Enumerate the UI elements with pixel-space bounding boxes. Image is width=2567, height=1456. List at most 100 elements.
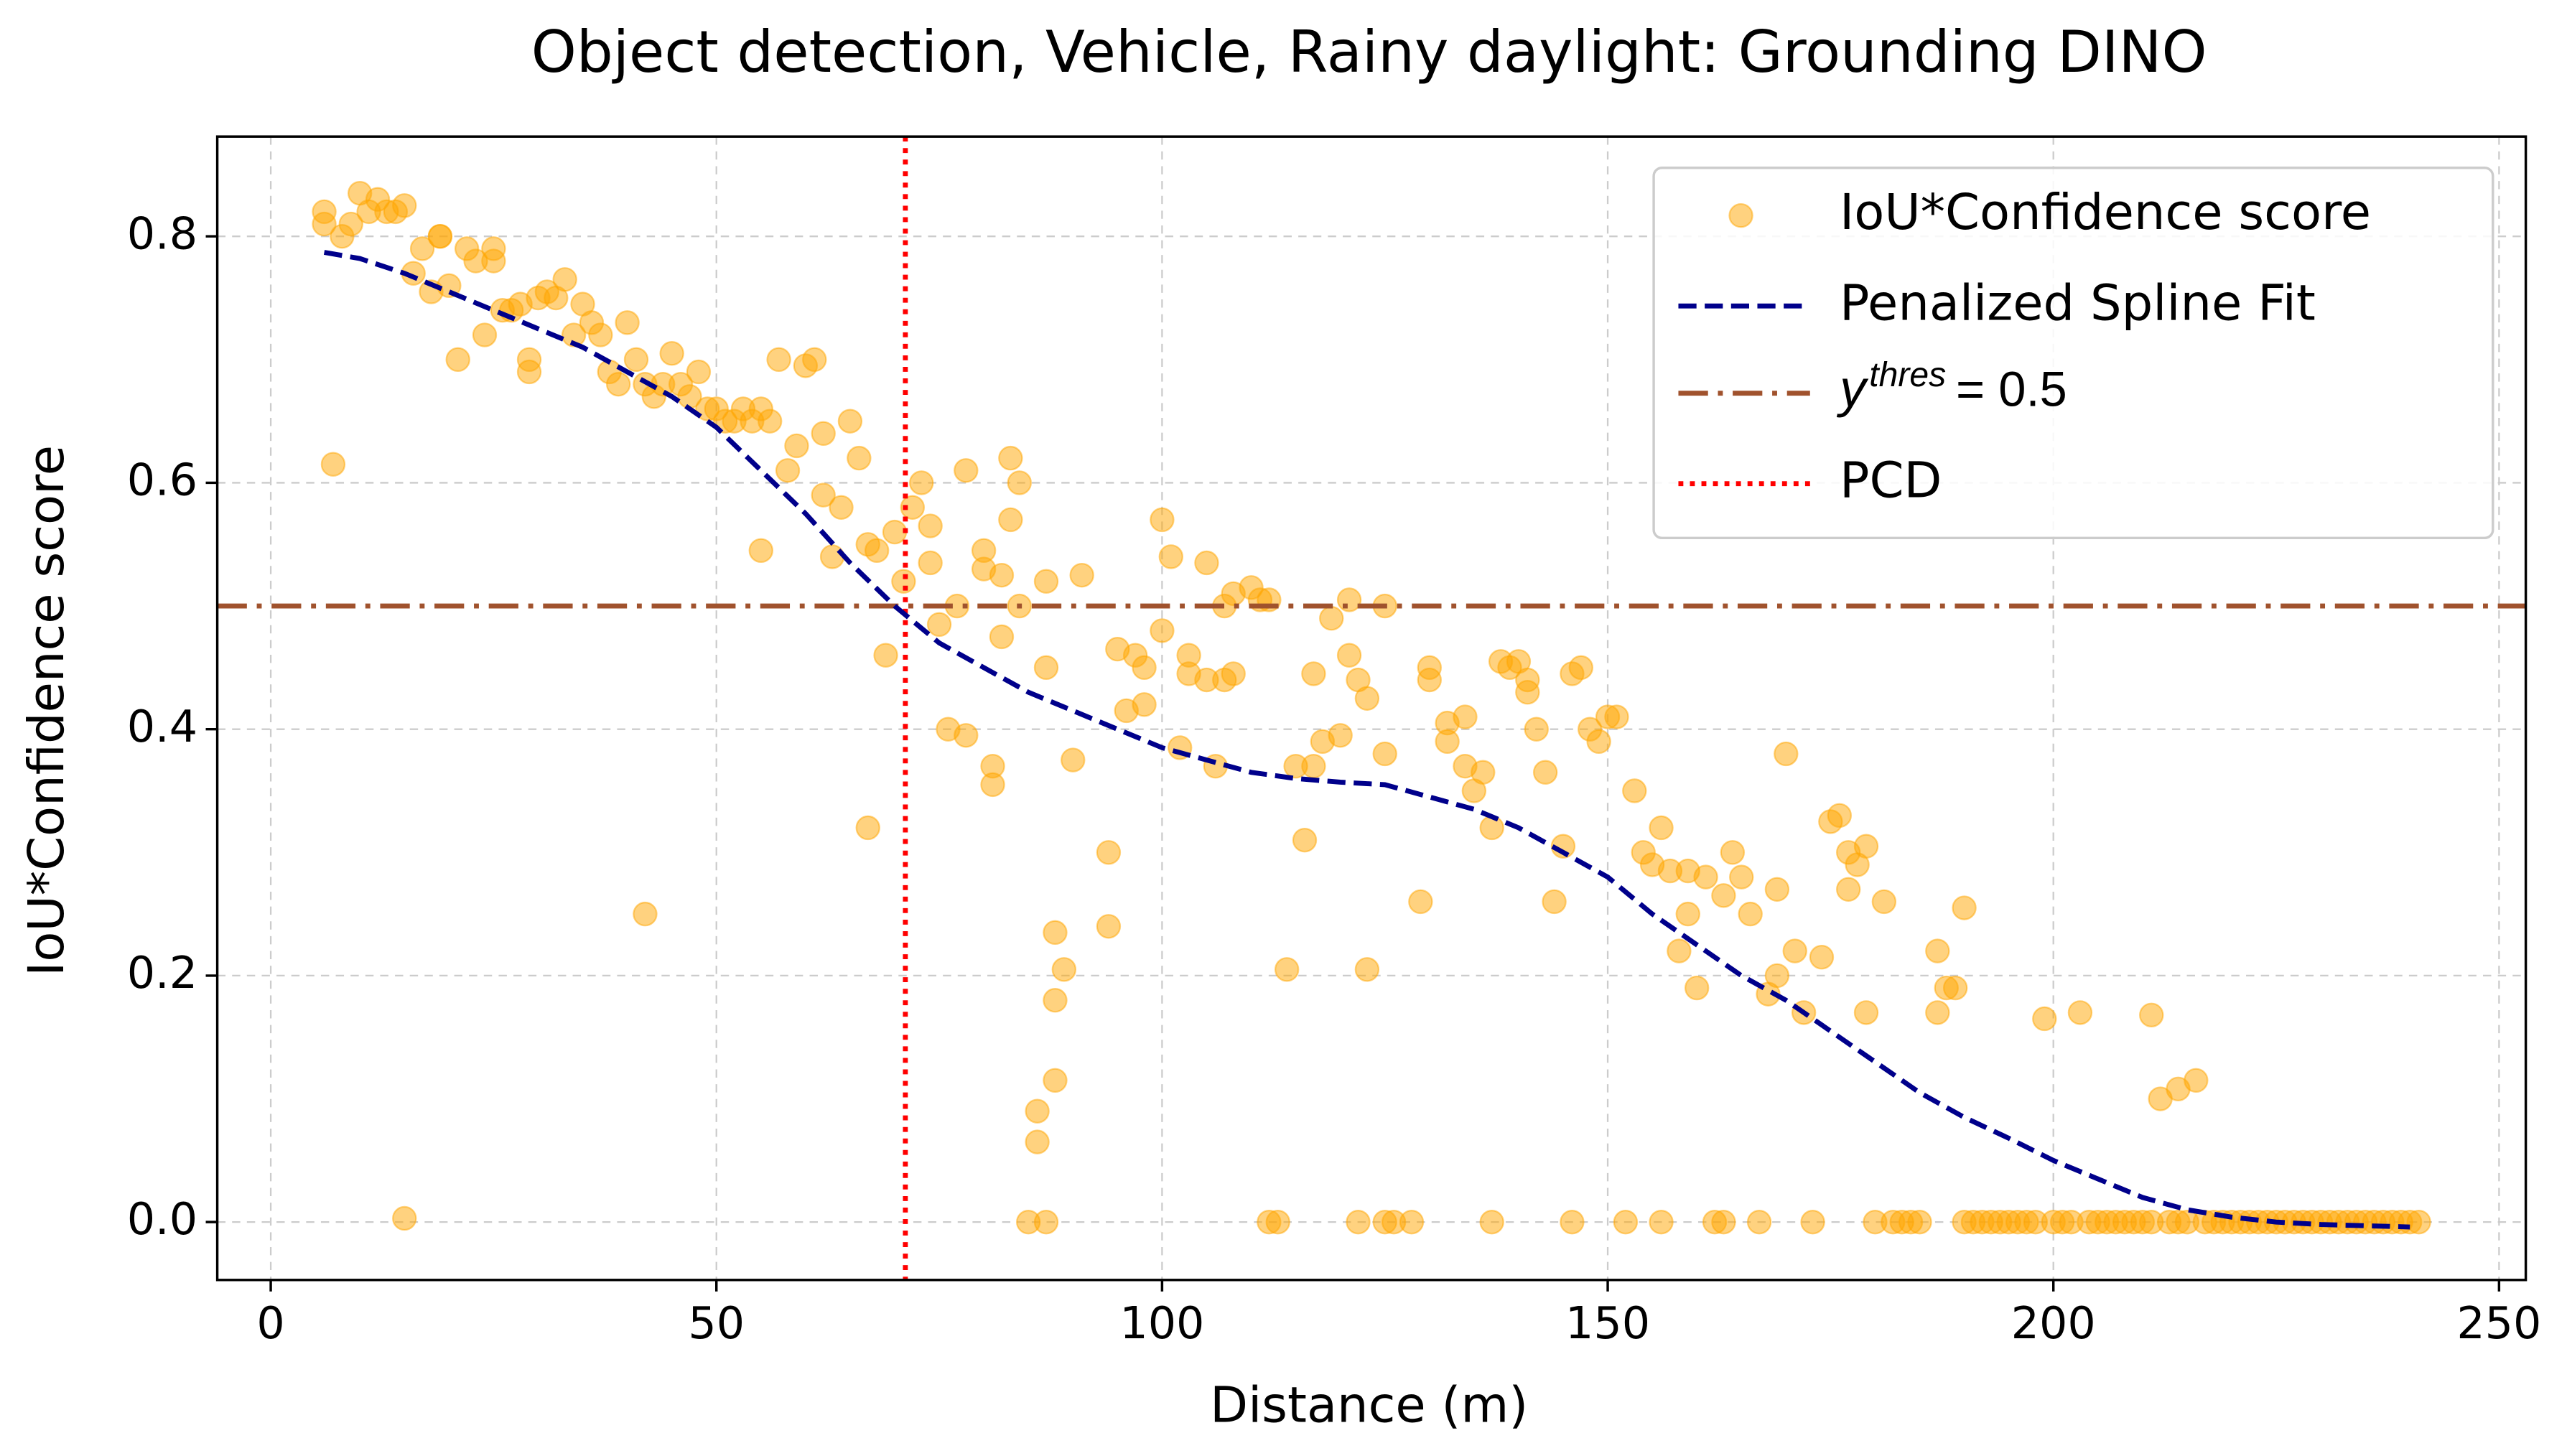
legend-label: Penalized Spline Fit bbox=[1840, 274, 2316, 332]
scatter-point bbox=[561, 322, 587, 347]
y-tick-label: 0.2 bbox=[127, 947, 197, 999]
scatter-point bbox=[1720, 840, 1746, 865]
legend-marker bbox=[1728, 203, 1753, 228]
legend-label-base: y bbox=[1836, 360, 1869, 419]
scatter-point bbox=[775, 458, 801, 483]
scatter-point bbox=[481, 248, 506, 274]
legend: IoU*Confidence score Penalized Spline Fit… bbox=[1652, 167, 2494, 540]
scatter-point bbox=[1417, 655, 1442, 681]
scatter-point bbox=[1025, 1129, 1050, 1154]
scatter-point bbox=[1479, 815, 1504, 841]
scatter-point bbox=[1372, 741, 1397, 767]
scatter-point bbox=[811, 421, 836, 446]
scatter-point bbox=[615, 310, 640, 335]
scatter-point bbox=[516, 347, 542, 373]
scatter-point bbox=[1622, 778, 1647, 803]
scatter-point bbox=[1738, 901, 1763, 927]
scatter-point bbox=[1061, 747, 1086, 773]
scatter-point bbox=[2184, 1068, 2209, 1093]
scatter-point bbox=[1096, 840, 1122, 865]
scatter-point bbox=[1613, 1209, 1639, 1235]
scatter-point bbox=[1524, 717, 1549, 742]
scatter-point bbox=[1729, 864, 1754, 890]
scatter-point bbox=[802, 347, 827, 373]
scatter-point bbox=[900, 495, 926, 520]
scatter-point bbox=[1836, 877, 1861, 902]
scatter-point bbox=[1746, 1209, 1772, 1235]
legend-label-suffix: = 0.5 bbox=[1956, 362, 2067, 417]
scatter-point bbox=[784, 433, 809, 459]
scatter-point bbox=[1453, 704, 1478, 729]
scatter-point bbox=[1952, 895, 1977, 920]
scatter-point bbox=[1292, 827, 1318, 853]
scatter-point bbox=[891, 569, 916, 594]
scatter-point bbox=[1925, 1000, 1950, 1025]
scatter-point bbox=[811, 482, 836, 508]
scatter-point bbox=[980, 772, 1005, 798]
scatter-point bbox=[837, 409, 863, 434]
scatter-point bbox=[445, 347, 470, 373]
scatter-point bbox=[926, 612, 952, 637]
scatter-point bbox=[1265, 1209, 1290, 1235]
scatter-point bbox=[1711, 883, 1736, 908]
scatter-point bbox=[1346, 1209, 1371, 1235]
scatter-point bbox=[1667, 938, 1692, 963]
scatter-point bbox=[998, 445, 1023, 471]
scatter-point bbox=[1782, 938, 1807, 963]
scatter-point bbox=[1033, 1209, 1059, 1235]
scatter-point bbox=[1853, 1000, 1879, 1025]
x-tick-label: 50 bbox=[688, 1297, 745, 1349]
scatter-point bbox=[633, 901, 658, 927]
scatter-point bbox=[1515, 680, 1540, 705]
scatter-point bbox=[1435, 729, 1460, 755]
scatter-point bbox=[1328, 723, 1353, 748]
scatter-point bbox=[1560, 1209, 1585, 1235]
scatter-point bbox=[392, 193, 417, 218]
scatter-point bbox=[1649, 1209, 1674, 1235]
scatter-point bbox=[1942, 975, 1968, 1001]
scatter-point bbox=[882, 519, 908, 545]
scatter-point bbox=[1150, 507, 1175, 533]
scatter-point bbox=[1693, 864, 1718, 890]
scatter-point bbox=[392, 1205, 417, 1231]
x-axis-label: Distance (m) bbox=[1210, 1377, 1528, 1434]
scatter-point bbox=[1471, 760, 1496, 785]
scatter-point bbox=[1132, 655, 1157, 681]
grid: 0 50 100 150 200 250 0.0 0.2 0.4 0.6 0.8 bbox=[127, 136, 2541, 1349]
scatter-point bbox=[829, 495, 854, 520]
legend-box bbox=[1652, 167, 2494, 540]
scatter-point bbox=[1301, 753, 1326, 779]
scatter-point bbox=[1336, 643, 1362, 668]
scatter-point bbox=[1604, 704, 1629, 729]
scatter-point bbox=[998, 507, 1023, 533]
y-tick-label: 0.6 bbox=[127, 454, 197, 506]
scatter-point bbox=[409, 236, 435, 261]
scatter-point bbox=[989, 562, 1015, 588]
plot-marks bbox=[217, 136, 2526, 1280]
scatter-point bbox=[1675, 901, 1700, 927]
scatter-point bbox=[1684, 975, 1710, 1001]
scatter-point bbox=[918, 513, 943, 538]
scatter-point bbox=[1158, 544, 1183, 569]
scatter-point bbox=[1069, 562, 1094, 588]
chart-title: Object detection, Vehicle, Rainy dayligh… bbox=[531, 19, 2207, 85]
scatter-point bbox=[954, 723, 979, 748]
y-axis-label: IoU*Confidence score bbox=[18, 445, 75, 976]
x-tick-label: 200 bbox=[2011, 1297, 2096, 1349]
scatter-point bbox=[1853, 834, 1879, 859]
scatter-point bbox=[472, 322, 498, 347]
scatter-point bbox=[320, 452, 346, 477]
scatter-point bbox=[1051, 957, 1077, 982]
scatter-point bbox=[847, 445, 872, 471]
scatter-point bbox=[338, 211, 363, 237]
scatter-point bbox=[1301, 661, 1326, 686]
scatter-point bbox=[971, 538, 997, 564]
scatter-point bbox=[766, 347, 791, 373]
scatter-point bbox=[1221, 661, 1246, 686]
scatter-point bbox=[1043, 988, 1068, 1013]
scatter-point bbox=[1408, 889, 1433, 915]
scatter-point bbox=[1043, 1068, 1068, 1093]
scatter-point bbox=[2139, 1002, 2164, 1028]
scatter-point bbox=[1568, 655, 1593, 681]
